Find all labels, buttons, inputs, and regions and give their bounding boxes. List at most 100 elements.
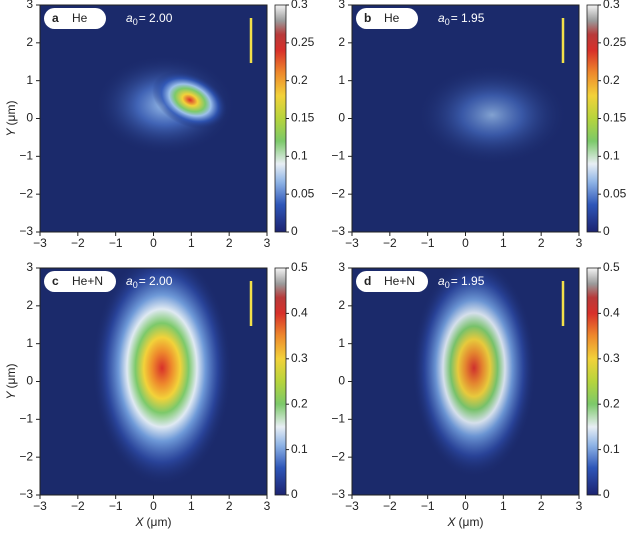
x-tick-label: 1	[500, 236, 507, 250]
x-axis-symbol: X	[135, 515, 145, 529]
colorbar-tick-label: 0.3	[603, 351, 620, 365]
y-axis-unit: (μm)	[4, 101, 18, 126]
x-tick-label: 0	[462, 499, 469, 513]
y-tick-label: −2	[19, 186, 33, 200]
colorbar-tick-label: 0.2	[603, 396, 620, 410]
colorbar-tick-label: 0.05	[603, 186, 626, 200]
y-tick-label: 0	[338, 374, 345, 388]
y-tick-label: −2	[331, 449, 345, 463]
x-tick-label: −3	[33, 236, 47, 250]
y-tick-label: −2	[331, 186, 345, 200]
x-tick-label: 0	[462, 236, 469, 250]
x-tick-label: 2	[538, 499, 545, 513]
colorbar-tick-label: 0	[291, 224, 298, 238]
y-tick-label: 2	[26, 298, 33, 312]
y-tick-label: −3	[331, 487, 345, 501]
y-tick-label: −1	[331, 412, 345, 426]
y-tick-label: 2	[26, 35, 33, 49]
colorbar-tick-label: 0.15	[603, 111, 626, 125]
colorbar-tick-label: 0.1	[291, 149, 308, 163]
colorbar-tick-label: 0.4	[291, 306, 308, 320]
annotation: a0= 1.95	[438, 274, 485, 290]
intensity-map	[152, 70, 228, 130]
species-label: He	[384, 11, 400, 25]
x-tick-label: 0	[150, 499, 157, 513]
x-tick-label: −2	[71, 236, 85, 250]
y-axis-label: Y(μm)	[4, 101, 18, 137]
x-tick-label: −1	[109, 499, 123, 513]
annotation-text: = 1.95	[451, 274, 485, 288]
y-tick-label: −3	[331, 224, 345, 238]
x-tick-label: 3	[264, 499, 271, 513]
y-tick-label: 2	[338, 298, 345, 312]
annotation-symbol: a	[126, 274, 133, 288]
colorbar-tick-label: 0.3	[291, 351, 308, 365]
y-tick-label: 0	[26, 111, 33, 125]
annotation-symbol: a	[438, 11, 445, 25]
colorbar-tick-label: 0.05	[291, 186, 315, 200]
label-pill	[44, 271, 116, 292]
map	[417, 65, 567, 165]
colorbar-tick-label: 0.1	[603, 442, 620, 456]
label-pill	[356, 271, 428, 292]
species-label: He+N	[384, 274, 415, 288]
y-tick-label: −1	[19, 412, 33, 426]
y-tick-label: 2	[338, 35, 345, 49]
y-tick-label: 3	[338, 260, 345, 274]
x-tick-label: 2	[226, 236, 233, 250]
intensity-map	[92, 268, 232, 486]
colorbar-tick-label: 0	[603, 224, 610, 238]
x-axis-label: X (μm)	[447, 515, 484, 529]
colorbar-tick-label: 0.2	[291, 73, 308, 87]
colorbar-tick-label: 0	[603, 487, 610, 501]
panel-label: d	[364, 274, 371, 288]
annotation-subscript: 0	[445, 280, 450, 290]
colorbar-tick-label: 0.2	[603, 73, 620, 87]
x-tick-label: −2	[383, 236, 397, 250]
x-axis-label: X (μm)	[135, 515, 172, 529]
x-tick-label: 1	[188, 499, 195, 513]
y-tick-label: 3	[338, 0, 345, 11]
x-axis-symbol: X	[447, 515, 457, 529]
label-pill	[356, 8, 418, 29]
colorbar-tick-label: 0.1	[291, 442, 308, 456]
annotation: a0= 2.00	[126, 11, 173, 27]
colorbar-tick-label: 0.5	[603, 260, 620, 274]
y-tick-label: 1	[338, 336, 345, 350]
annotation-symbol: a	[126, 11, 133, 25]
x-tick-label: −2	[71, 499, 85, 513]
y-tick-label: 1	[26, 73, 33, 87]
x-tick-label: 2	[226, 499, 233, 513]
colorbar	[274, 4, 287, 233]
y-tick-label: −3	[19, 487, 33, 501]
annotation-subscript: 0	[445, 17, 450, 27]
x-tick-label: −1	[421, 236, 435, 250]
x-tick-label: 1	[500, 499, 507, 513]
map	[412, 268, 536, 478]
label-pill	[44, 8, 106, 29]
y-axis-symbol: Y	[4, 390, 18, 399]
intensity-map	[417, 65, 567, 165]
y-tick-label: −1	[19, 149, 33, 163]
annotation-subscript: 0	[133, 280, 138, 290]
annotation-text: = 2.00	[139, 274, 173, 288]
annotation-text: = 1.95	[451, 11, 485, 25]
x-tick-label: −1	[421, 499, 435, 513]
x-tick-label: 2	[538, 236, 545, 250]
colorbar-tick-label: 0.5	[291, 260, 308, 274]
annotation: a0= 1.95	[438, 11, 485, 27]
colorbar-tick-label: 0.15	[291, 111, 315, 125]
colorbar-tick-label: 0.1	[603, 149, 620, 163]
x-tick-label: −3	[345, 499, 359, 513]
annotation-subscript: 0	[133, 17, 138, 27]
panel-label: b	[364, 11, 371, 25]
map	[92, 268, 232, 486]
colorbar-tick-label: 0	[291, 487, 298, 501]
y-tick-label: 3	[26, 260, 33, 274]
x-tick-label: 1	[188, 236, 195, 250]
